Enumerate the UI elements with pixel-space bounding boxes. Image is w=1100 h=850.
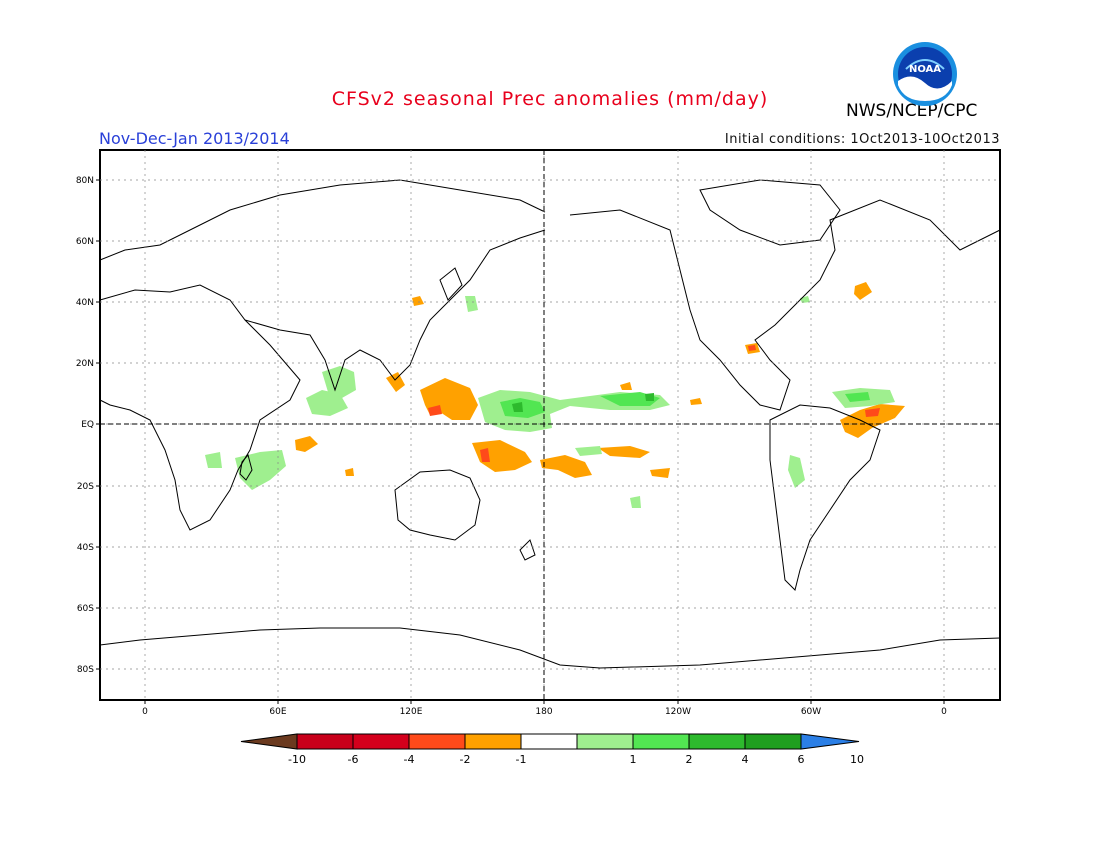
agency-label: NWS/NCEP/CPC	[846, 101, 978, 121]
dry-region-spcz	[540, 455, 592, 478]
dry-region-japan	[412, 296, 424, 306]
forecast-period: Nov-Dec-Jan 2013/2014	[99, 129, 290, 148]
lat-label: 60S	[77, 604, 94, 614]
colorbar-segment	[632, 733, 690, 750]
lon-label: 60E	[269, 707, 286, 717]
colorbar-segment	[352, 733, 410, 750]
lat-label: 80N	[76, 176, 94, 186]
dry-region-south-pacific	[472, 440, 532, 472]
latitude-labels: 80N 60N 40N 20N EQ 20S 40S 60S 80S	[76, 176, 100, 675]
dry-region-east-pacific	[650, 468, 670, 478]
longitude-labels: 0 60E 120E 180 120W 60W 0	[142, 700, 947, 717]
lat-label: 20N	[76, 359, 94, 369]
wet-region-madagascar	[235, 450, 286, 490]
map-frame	[99, 149, 1001, 701]
dry-region-small-1	[345, 468, 354, 476]
wet-region-brazil	[788, 455, 805, 488]
lon-label: 0	[142, 707, 148, 717]
wet-region-indian	[306, 390, 348, 416]
wet-region-africa-east	[205, 452, 222, 468]
lat-label: 40N	[76, 298, 94, 308]
colorbar-label: -10	[288, 753, 306, 766]
dry-strong-3	[748, 345, 756, 351]
lon-label: 0	[941, 707, 947, 717]
colorbar-segment	[240, 733, 298, 750]
lon-label: 60W	[801, 707, 821, 717]
colorbar-label: 10	[850, 753, 864, 766]
lat-label: 20S	[77, 482, 94, 492]
wet-region-sw-pacific	[630, 496, 641, 508]
wet-region-central-pac-2	[575, 446, 602, 456]
colorbar-segment	[296, 733, 354, 750]
dry-strong-4	[865, 408, 880, 417]
wet-region-nw-pacific	[465, 296, 478, 312]
lon-label: 120E	[400, 707, 423, 717]
colorbar-segment	[744, 733, 802, 750]
coastlines	[99, 179, 1001, 669]
wet-strong-2	[645, 393, 654, 401]
noaa-logo-icon: NOAA	[893, 42, 957, 106]
logo-text: NOAA	[909, 64, 941, 75]
colorbar-segment	[800, 733, 860, 750]
dry-region-small-3	[620, 382, 632, 390]
initial-conditions: Initial conditions: 1Oct2013-10Oct2013	[724, 132, 1000, 147]
dry-region-indian-ocean	[295, 436, 318, 452]
colorbar-label: -6	[348, 753, 359, 766]
colorbar-segment	[464, 733, 522, 750]
anomaly-regions	[205, 282, 905, 508]
colorbar-label: 4	[742, 753, 749, 766]
lat-label: 60N	[76, 237, 94, 247]
dry-region-philippines	[386, 372, 405, 392]
lon-label: 120W	[665, 707, 691, 717]
lon-label: 180	[535, 707, 552, 717]
dry-region-atlantic-ne	[854, 282, 872, 300]
colorbar-label: 2	[686, 753, 693, 766]
dry-region-brazil-coast	[840, 404, 905, 438]
dry-region-small-2	[690, 398, 702, 405]
lat-label: 80S	[77, 665, 94, 675]
colorbar-label: 1	[630, 753, 637, 766]
wet-strong-1	[512, 402, 523, 412]
wet-region-india-south	[322, 366, 356, 398]
chart-title: CFSv2 seasonal Prec anomalies (mm/day)	[331, 88, 769, 110]
dry-strong-1	[428, 405, 442, 416]
colorbar-segment	[408, 733, 466, 750]
dry-region-central-pacific	[598, 446, 650, 458]
wet-medium-3	[845, 392, 870, 402]
colorbar-segment	[576, 733, 634, 750]
colorbar-label: -1	[516, 753, 527, 766]
colorbar-label: -4	[404, 753, 415, 766]
dry-strong-2	[480, 448, 490, 462]
lat-label: 40S	[77, 543, 94, 553]
colorbar-label: -2	[460, 753, 471, 766]
lat-label: EQ	[81, 420, 94, 430]
colorbar-segment	[688, 733, 746, 750]
colorbar-label: 6	[798, 753, 805, 766]
colorbar-segment	[520, 733, 578, 750]
wet-medium-2	[600, 392, 660, 406]
